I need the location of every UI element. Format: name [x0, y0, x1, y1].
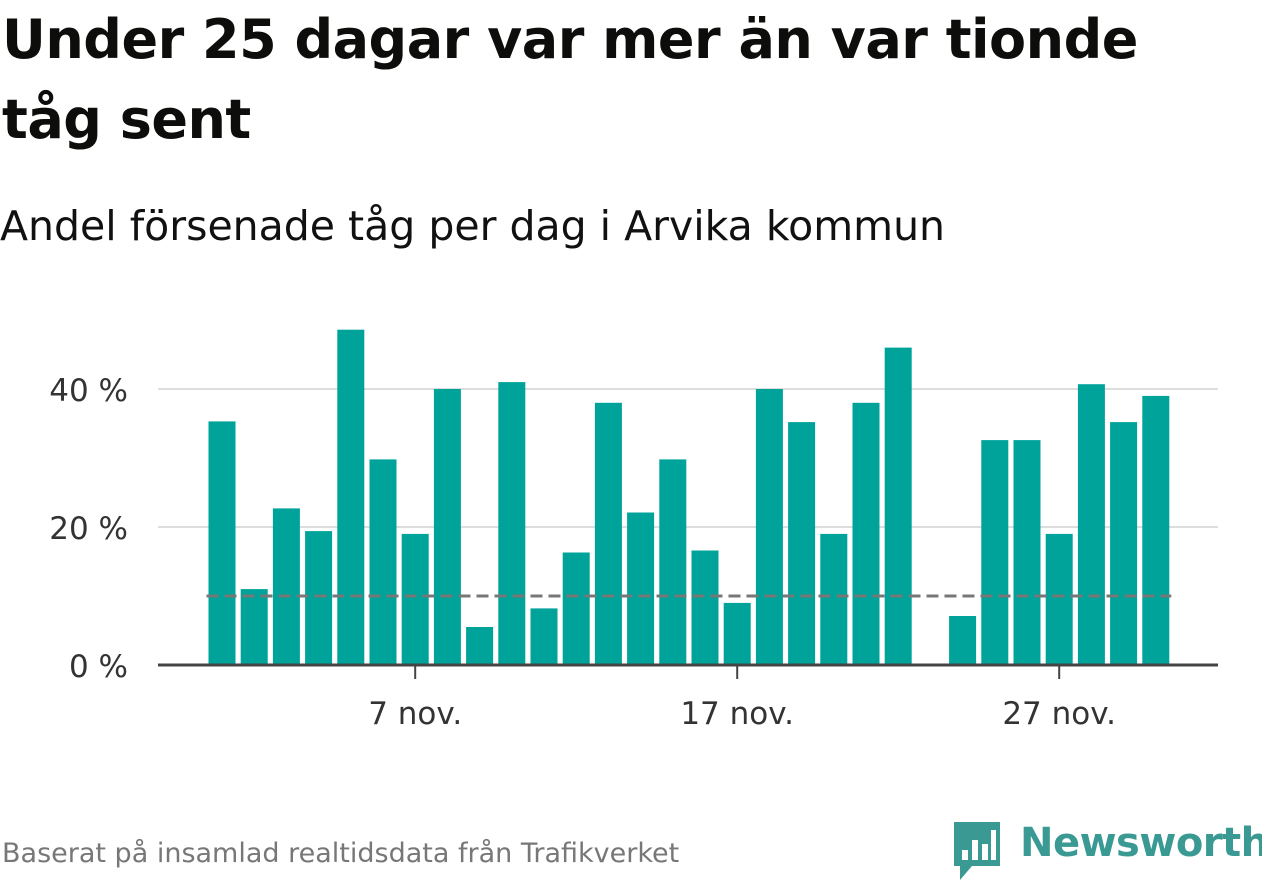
brand-name: Newsworthy: [1020, 820, 1262, 866]
bar: [208, 421, 236, 665]
chart-title: Under 25 dagar var mer än var tionde tåg…: [2, 8, 1138, 151]
bar: [240, 589, 268, 665]
bar: [337, 329, 365, 665]
bar: [401, 533, 429, 665]
bar: [755, 389, 783, 665]
bar: [659, 459, 687, 665]
bar: [369, 459, 397, 665]
bar: [1045, 533, 1073, 665]
bars: [208, 329, 1170, 665]
bar: [1142, 395, 1170, 665]
bar: [723, 602, 751, 665]
bar: [852, 402, 880, 665]
newsworthy-logo-icon: [954, 822, 1000, 880]
chart-subtitle: Andel försenade tåg per dag i Arvika kom…: [0, 202, 946, 250]
bar: [627, 512, 655, 665]
x-tick-label: 17 nov.: [680, 696, 794, 732]
bar: [433, 389, 461, 665]
y-tick-label: 20 %: [49, 511, 128, 547]
source-note: Baserat på insamlad realtidsdata från Tr…: [2, 838, 680, 869]
bar: [530, 608, 558, 665]
gridlines: [158, 388, 1218, 528]
bar: [272, 508, 300, 665]
bar: [820, 533, 848, 665]
bar: [1013, 440, 1041, 665]
x-tick-label: 7 nov.: [368, 696, 462, 732]
bar: [981, 440, 1009, 665]
bar: [594, 402, 622, 665]
bar: [562, 552, 590, 665]
axes: 0 % 20 % 40 % 7 nov. 17 nov. 27 nov.: [49, 373, 1218, 732]
x-tick-label: 27 nov.: [1002, 696, 1116, 732]
y-tick-label: 0 %: [69, 649, 128, 685]
bar: [788, 422, 816, 665]
bar: [466, 627, 494, 665]
bar: [498, 382, 526, 665]
bar: [691, 550, 719, 665]
bar: [884, 347, 912, 665]
y-tick-label: 40 %: [49, 373, 128, 409]
bar: [1077, 384, 1105, 665]
bar: [949, 616, 977, 665]
bar: [1110, 422, 1138, 665]
bar: [305, 531, 333, 665]
